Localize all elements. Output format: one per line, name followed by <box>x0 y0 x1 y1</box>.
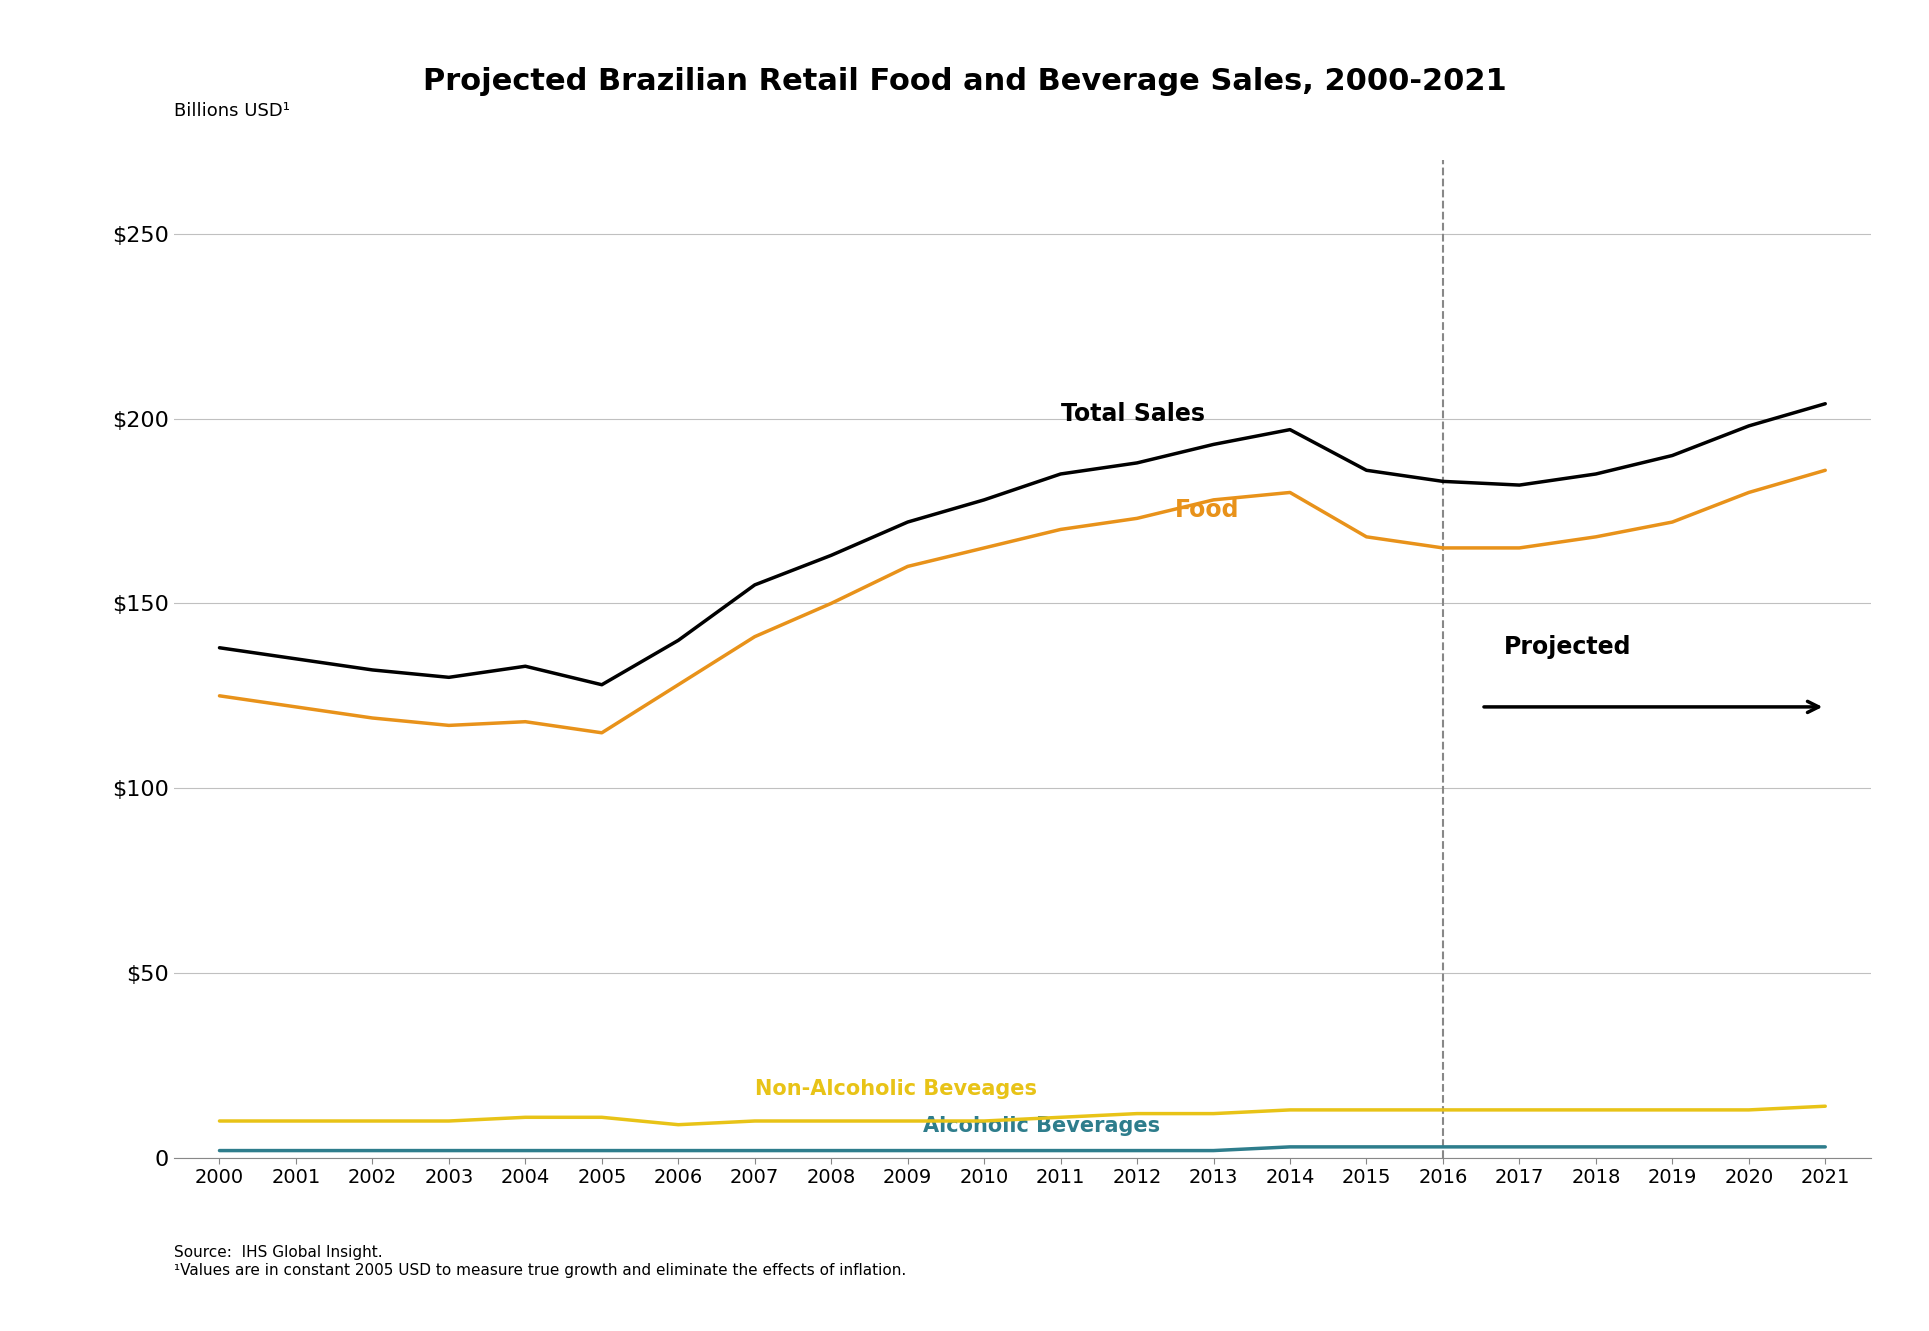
Text: Projected Brazilian Retail Food and Beverage Sales, 2000-2021: Projected Brazilian Retail Food and Beve… <box>422 67 1507 96</box>
Text: Projected: Projected <box>1505 635 1632 659</box>
Text: Alcoholic Beverages: Alcoholic Beverages <box>922 1115 1159 1135</box>
Text: Non-Alcoholic Beveages: Non-Alcoholic Beveages <box>754 1079 1036 1099</box>
Text: Source:  IHS Global Insight.
¹Values are in constant 2005 USD to measure true gr: Source: IHS Global Insight. ¹Values are … <box>174 1246 907 1278</box>
Text: Food: Food <box>1175 498 1240 522</box>
Text: Billions USD¹: Billions USD¹ <box>174 101 289 120</box>
Text: Total Sales: Total Sales <box>1061 402 1204 426</box>
